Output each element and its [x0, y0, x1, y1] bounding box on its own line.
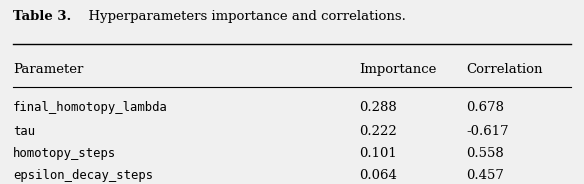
- Text: 0.288: 0.288: [359, 101, 397, 114]
- Text: final_homotopy_lambda: final_homotopy_lambda: [13, 101, 168, 114]
- Text: epsilon_decay_steps: epsilon_decay_steps: [13, 169, 153, 182]
- Text: -0.617: -0.617: [467, 125, 509, 138]
- Text: 0.558: 0.558: [467, 147, 504, 160]
- Text: 0.457: 0.457: [467, 169, 504, 182]
- Text: 0.101: 0.101: [359, 147, 397, 160]
- Text: 0.678: 0.678: [467, 101, 505, 114]
- Text: Correlation: Correlation: [467, 63, 543, 76]
- Text: 0.064: 0.064: [359, 169, 397, 182]
- Text: 0.222: 0.222: [359, 125, 397, 138]
- Text: tau: tau: [13, 125, 35, 138]
- Text: Importance: Importance: [359, 63, 436, 76]
- Text: homotopy_steps: homotopy_steps: [13, 147, 116, 160]
- Text: Parameter: Parameter: [13, 63, 84, 76]
- Text: Hyperparameters importance and correlations.: Hyperparameters importance and correlati…: [80, 10, 406, 23]
- Text: Table 3.: Table 3.: [13, 10, 71, 23]
